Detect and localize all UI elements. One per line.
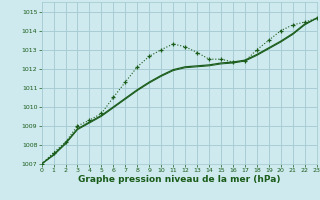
X-axis label: Graphe pression niveau de la mer (hPa): Graphe pression niveau de la mer (hPa)	[78, 175, 280, 184]
